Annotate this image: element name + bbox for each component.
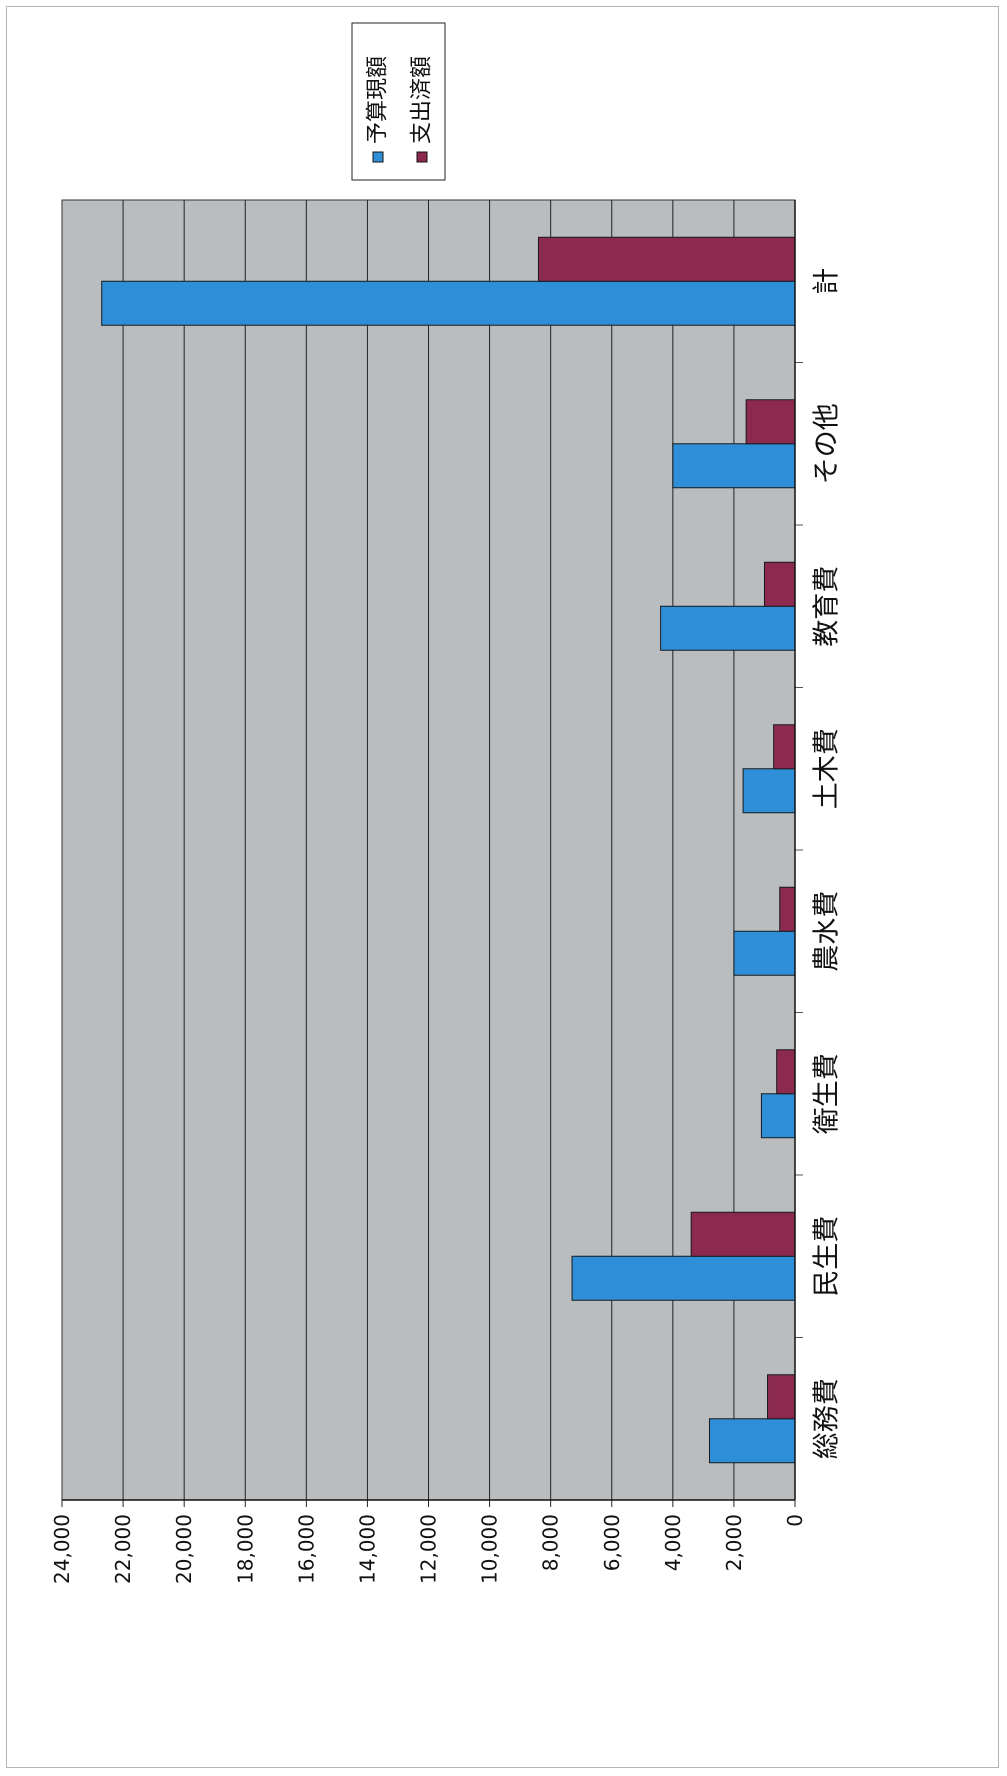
category-label: 衛生費 (812, 1053, 843, 1134)
value-tick-label: 4,000 (661, 1514, 685, 1571)
legend-label: 支出済額 (410, 56, 435, 144)
bar-budget (733, 930, 796, 976)
bar-expenditure (773, 724, 796, 770)
bar-budget (672, 443, 796, 489)
bar-budget (708, 1418, 796, 1464)
bar-expenditure (779, 886, 796, 932)
bar-expenditure (745, 399, 796, 445)
legend-label: 予算現額 (366, 56, 391, 144)
value-tick-label: 14,000 (355, 1514, 379, 1584)
value-tick-label: 24,000 (50, 1514, 74, 1584)
category-label: 計 (812, 268, 843, 295)
value-tick-label: 2,000 (722, 1514, 746, 1571)
value-tick-label: 0 (783, 1514, 807, 1527)
bar-expenditure (537, 236, 796, 282)
value-tick-label: 18,000 (233, 1514, 257, 1584)
value-tick-label: 20,000 (172, 1514, 196, 1584)
value-tick-label: 6,000 (600, 1514, 624, 1571)
value-tick-label: 10,000 (478, 1514, 502, 1584)
value-tick-label: 22,000 (111, 1514, 135, 1584)
category-label: 土木費 (812, 728, 843, 809)
bar-budget (571, 1255, 796, 1301)
bar-expenditure (767, 1374, 796, 1420)
bar-budget (742, 768, 796, 814)
category-label: 教育費 (812, 566, 843, 647)
axes: 0 2,000 4,000 6,000 8,000 10,000 12,000 14,000 1… (50, 200, 843, 1584)
legend: 予算現額 支出済額 (351, 22, 446, 181)
bar-budget (660, 605, 796, 651)
value-tick-label: 16,000 (294, 1514, 318, 1584)
legend-box (351, 22, 446, 181)
category-label: 総務費 (812, 1378, 843, 1459)
bar-budget (101, 280, 796, 326)
bar-expenditure (776, 1049, 796, 1095)
value-tick-label: 8,000 (539, 1514, 563, 1571)
category-label: 農水費 (812, 891, 843, 972)
value-tick-label: 12,000 (417, 1514, 441, 1584)
category-label: 民生費 (812, 1216, 843, 1297)
bars (101, 236, 796, 1464)
page-frame (6, 6, 999, 1768)
legend-swatch (416, 151, 428, 163)
bar-expenditure (763, 561, 796, 607)
gridlines (122, 200, 735, 1500)
category-label: その他 (812, 403, 843, 484)
bar-expenditure (690, 1211, 796, 1257)
legend-swatch (372, 151, 384, 163)
bar-budget (760, 1093, 796, 1139)
